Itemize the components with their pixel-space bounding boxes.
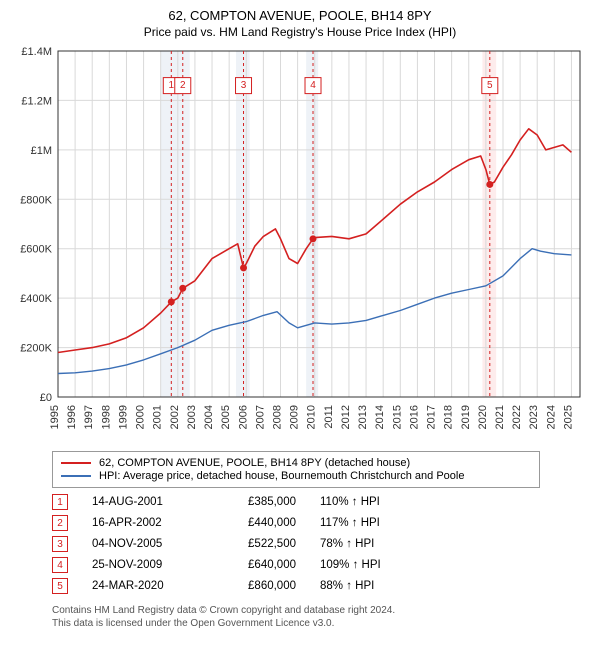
legend-row: 62, COMPTON AVENUE, POOLE, BH14 8PY (det… <box>61 457 531 469</box>
footer-line1: Contains HM Land Registry data © Crown c… <box>52 604 590 617</box>
svg-text:2001: 2001 <box>152 405 164 429</box>
svg-text:2011: 2011 <box>323 405 335 429</box>
svg-text:2003: 2003 <box>186 405 198 429</box>
sales-marker-number: 3 <box>52 536 68 552</box>
svg-text:£400K: £400K <box>20 293 52 305</box>
svg-text:2: 2 <box>180 80 186 91</box>
sales-date: 25-NOV-2009 <box>92 559 192 571</box>
svg-text:4: 4 <box>310 80 316 91</box>
svg-text:3: 3 <box>241 80 247 91</box>
sales-marker-number: 1 <box>52 494 68 510</box>
legend-row: HPI: Average price, detached house, Bour… <box>61 470 531 482</box>
legend-swatch <box>61 475 91 477</box>
svg-text:2002: 2002 <box>169 405 181 429</box>
svg-text:2023: 2023 <box>528 405 540 429</box>
sales-marker-number: 5 <box>52 578 68 594</box>
svg-text:1999: 1999 <box>117 405 129 429</box>
sales-hpi: 78% ↑ HPI <box>320 538 420 550</box>
chart-container: 62, COMPTON AVENUE, POOLE, BH14 8PY Pric… <box>0 0 600 650</box>
svg-text:£800K: £800K <box>20 194 52 206</box>
svg-text:2021: 2021 <box>494 405 506 429</box>
svg-text:2016: 2016 <box>408 405 420 429</box>
sales-hpi: 117% ↑ HPI <box>320 517 420 529</box>
svg-text:2005: 2005 <box>220 405 232 429</box>
footer-line2: This data is licensed under the Open Gov… <box>52 617 590 630</box>
svg-text:2017: 2017 <box>426 405 438 429</box>
svg-text:1998: 1998 <box>100 405 112 429</box>
sales-hpi: 88% ↑ HPI <box>320 580 420 592</box>
svg-text:£600K: £600K <box>20 244 52 256</box>
svg-text:2004: 2004 <box>203 405 215 429</box>
sales-marker-number: 2 <box>52 515 68 531</box>
title-block: 62, COMPTON AVENUE, POOLE, BH14 8PY Pric… <box>10 8 590 39</box>
chart-svg: £0 £200K £400K £600K £800K £1M £1.2M £1.4M 1995 1… <box>10 45 590 445</box>
svg-text:1995: 1995 <box>49 405 61 429</box>
svg-text:2025: 2025 <box>562 405 574 429</box>
svg-text:2020: 2020 <box>477 405 489 429</box>
sales-hpi: 110% ↑ HPI <box>320 496 420 508</box>
sales-marker-number: 4 <box>52 557 68 573</box>
legend: 62, COMPTON AVENUE, POOLE, BH14 8PY (det… <box>52 451 540 488</box>
svg-text:1997: 1997 <box>83 405 95 429</box>
svg-text:2006: 2006 <box>237 405 249 429</box>
title-subtitle: Price paid vs. HM Land Registry's House … <box>10 25 590 39</box>
sales-price: £860,000 <box>216 580 296 592</box>
svg-text:£1.2M: £1.2M <box>21 95 52 107</box>
svg-text:2007: 2007 <box>254 405 266 429</box>
svg-text:2013: 2013 <box>357 405 369 429</box>
sales-date: 04-NOV-2005 <box>92 538 192 550</box>
legend-swatch <box>61 462 91 464</box>
sales-table: 1 14-AUG-2001 £385,000 110% ↑ HPI 2 16-APR-20… <box>52 494 590 594</box>
svg-text:2018: 2018 <box>443 405 455 429</box>
sales-price: £385,000 <box>216 496 296 508</box>
sales-row: 5 24-MAR-2020 £860,000 88% ↑ HPI <box>52 578 590 594</box>
svg-text:£200K: £200K <box>20 343 52 355</box>
sales-row: 3 04-NOV-2005 £522,500 78% ↑ HPI <box>52 536 590 552</box>
sales-price: £440,000 <box>216 517 296 529</box>
svg-text:2012: 2012 <box>340 405 352 429</box>
sales-hpi: 109% ↑ HPI <box>320 559 420 571</box>
svg-text:1996: 1996 <box>66 405 78 429</box>
svg-text:2008: 2008 <box>271 405 283 429</box>
svg-text:2000: 2000 <box>135 405 147 429</box>
svg-text:5: 5 <box>487 80 493 91</box>
svg-text:2014: 2014 <box>374 405 386 429</box>
svg-text:£0: £0 <box>40 392 52 404</box>
svg-text:£1.4M: £1.4M <box>21 46 52 58</box>
sales-row: 2 16-APR-2002 £440,000 117% ↑ HPI <box>52 515 590 531</box>
sales-date: 14-AUG-2001 <box>92 496 192 508</box>
legend-label: HPI: Average price, detached house, Bour… <box>99 470 464 482</box>
legend-label: 62, COMPTON AVENUE, POOLE, BH14 8PY (det… <box>99 457 410 469</box>
svg-text:2010: 2010 <box>306 405 318 429</box>
sales-row: 4 25-NOV-2009 £640,000 109% ↑ HPI <box>52 557 590 573</box>
footer-attribution: Contains HM Land Registry data © Crown c… <box>52 604 590 630</box>
title-address: 62, COMPTON AVENUE, POOLE, BH14 8PY <box>10 8 590 23</box>
svg-text:2019: 2019 <box>460 405 472 429</box>
sales-row: 1 14-AUG-2001 £385,000 110% ↑ HPI <box>52 494 590 510</box>
svg-text:2009: 2009 <box>289 405 301 429</box>
sales-price: £640,000 <box>216 559 296 571</box>
sales-date: 24-MAR-2020 <box>92 580 192 592</box>
svg-text:2022: 2022 <box>511 405 523 429</box>
svg-text:2024: 2024 <box>545 405 557 429</box>
svg-text:2015: 2015 <box>391 405 403 429</box>
sales-date: 16-APR-2002 <box>92 517 192 529</box>
svg-text:1: 1 <box>169 80 175 91</box>
chart-area: £0 £200K £400K £600K £800K £1M £1.2M £1.4M 1995 1… <box>10 45 590 445</box>
sales-price: £522,500 <box>216 538 296 550</box>
svg-text:£1M: £1M <box>31 145 52 157</box>
